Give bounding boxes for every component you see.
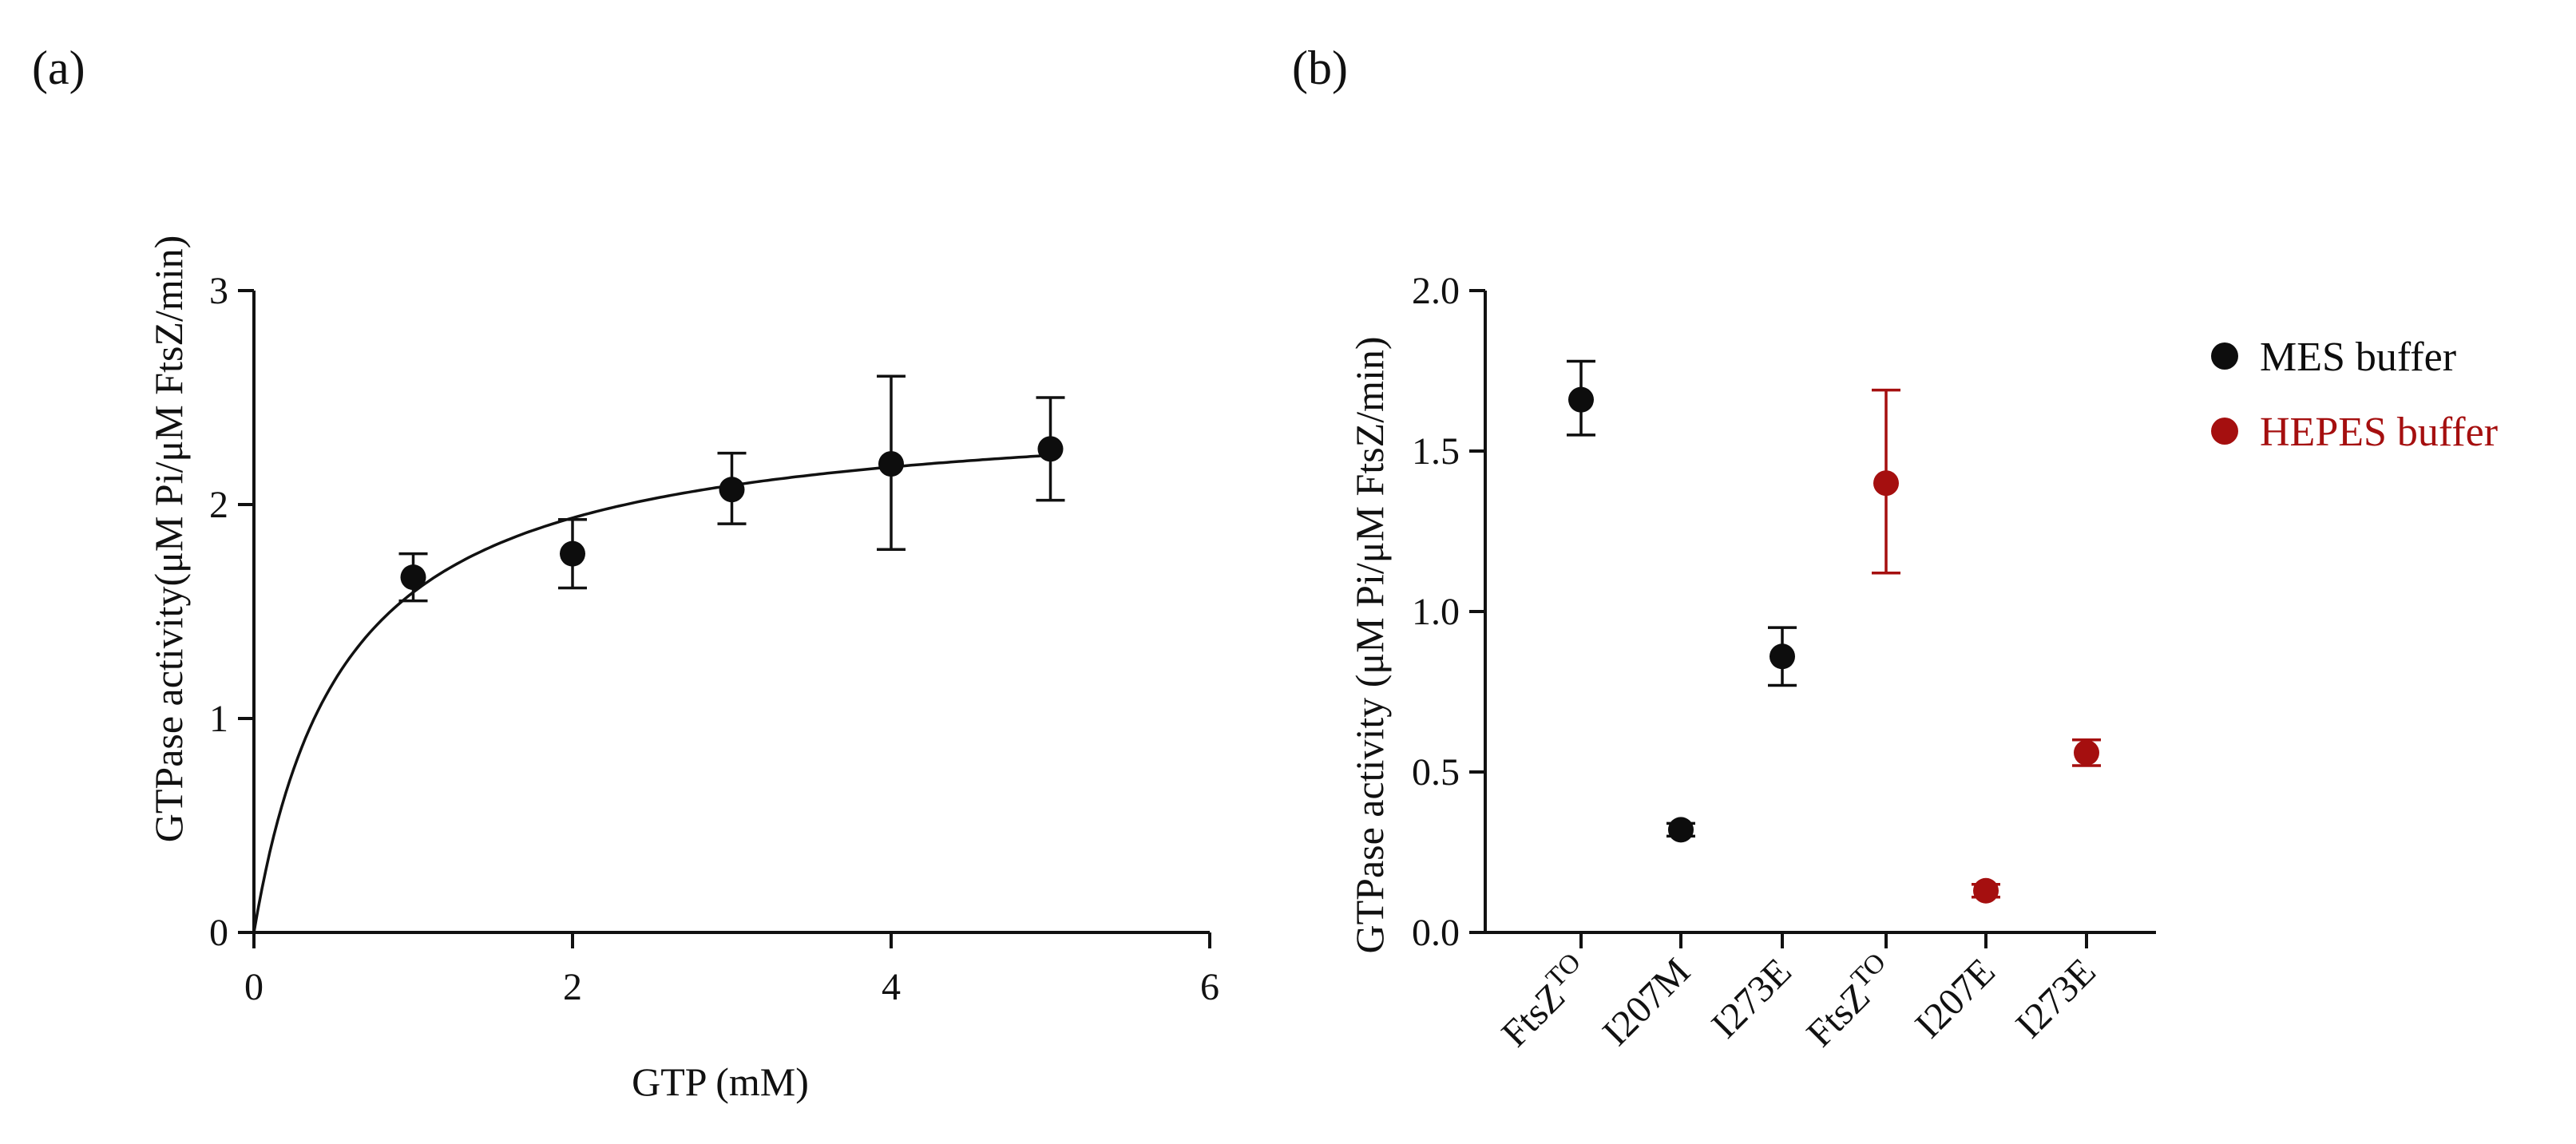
chart-b-point (1668, 817, 1694, 843)
chart-b-category-label: I273E (1703, 950, 1799, 1046)
legend-label: MES buffer (2260, 334, 2456, 380)
chart-a-x-tick-label: 6 (1200, 966, 1219, 1008)
chart-b-ylabel: GTPase activity (μM Pi/μM FtsZ/min) (1347, 336, 1392, 953)
chart-a-x-tick-label: 0 (244, 966, 264, 1008)
chart-b-point (1770, 643, 1795, 670)
chart-b-category-label: FtsZTO (1491, 948, 1599, 1055)
chart-b-y-tick-label: 0.0 (1412, 912, 1460, 954)
legend-marker (2211, 418, 2238, 445)
chart-a-point (878, 451, 904, 477)
chart-b-category-label: I207M (1595, 950, 1698, 1054)
chart-a-point (560, 540, 585, 567)
chart-b-y-tick-label: 1.0 (1412, 591, 1460, 633)
chart-a-x-tick-label: 4 (882, 966, 901, 1008)
chart-b-point (1973, 877, 1999, 904)
chart-b: GTPase activity (μM Pi/μM FtsZ/min) 0.0 0… (1347, 270, 2498, 1055)
chart-a-x-tick-label: 2 (563, 966, 582, 1008)
panel-b-label: (b) (1292, 42, 1348, 94)
chart-a-y-tick-label: 0 (209, 912, 228, 954)
chart-b-y-tick-label: 2.0 (1412, 270, 1460, 312)
chart-b-point (2074, 739, 2099, 766)
chart-b-category-label: I207E (1907, 950, 2003, 1046)
chart-b-point (1873, 470, 1899, 497)
chart-a-point (400, 564, 426, 591)
chart-b-category-label: FtsZTO (1796, 948, 1904, 1055)
chart-a-ylabel: GTPase activity(μM Pi/μM FtsZ/min) (146, 236, 191, 843)
legend-label: HEPES buffer (2260, 410, 2498, 455)
chart-a-y-tick-label: 3 (209, 270, 228, 312)
panel-a-label: (a) (32, 42, 85, 94)
chart-a-point (719, 477, 745, 503)
chart-a-y-tick-label: 2 (209, 484, 228, 526)
chart-a-xlabel: GTP (mM) (632, 1059, 809, 1104)
chart-a-point (1037, 436, 1064, 462)
legend-marker (2211, 342, 2238, 370)
chart-b-point (1568, 386, 1594, 413)
chart-a: GTP (mM) GTPase activity(μM Pi/μM FtsZ/m… (146, 236, 1219, 1104)
chart-a-y-tick-label: 1 (209, 698, 228, 740)
chart-b-y-tick-label: 0.5 (1412, 751, 1460, 794)
chart-a-fit-curve (252, 453, 1051, 933)
chart-b-category-label: I273E (2007, 950, 2103, 1046)
chart-b-y-tick-label: 1.5 (1412, 430, 1460, 473)
